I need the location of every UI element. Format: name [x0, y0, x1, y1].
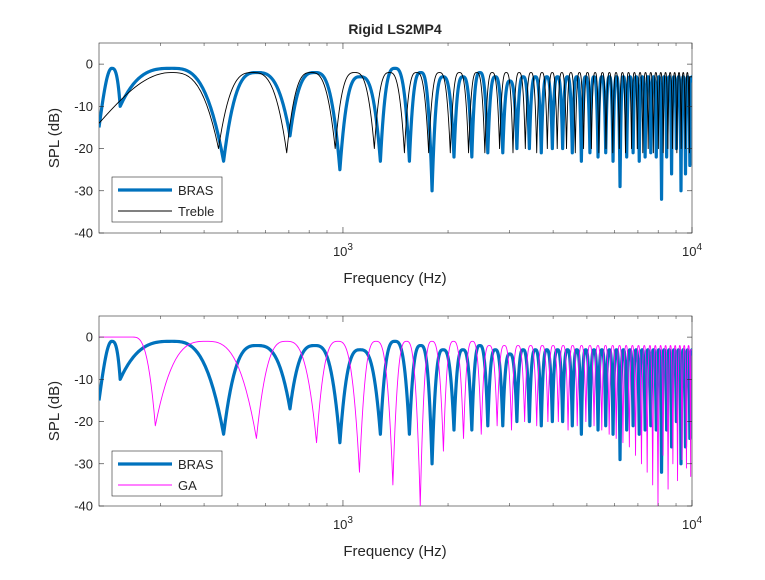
x-tick-label: 103 [333, 515, 353, 532]
x-tick-label: 104 [682, 242, 702, 259]
bottom-plot-ticks: 0 -10 -20 -30 -40 103 104 [74, 316, 702, 532]
chart-title: Rigid LS2MP4 [348, 21, 442, 37]
y-tick-label: -10 [74, 372, 93, 387]
y-tick-label: -30 [74, 183, 93, 198]
x-tick-label: 103 [333, 242, 353, 259]
y-tick-label: -20 [74, 141, 93, 156]
series-line-ga [99, 336, 692, 506]
top-plot-ticks: 0 -10 -20 -30 -40 103 104 [74, 43, 702, 259]
x-tick-label: 104 [682, 515, 702, 532]
top-x-axis-label: Frequency (Hz) [343, 270, 446, 287]
top-legend-label-bras: BRAS [178, 183, 214, 198]
top-legend-box [111, 176, 223, 223]
y-tick-label: 0 [86, 57, 93, 72]
top-plot-series [99, 66, 692, 201]
series-line-bras [99, 339, 692, 474]
bottom-legend-box [111, 450, 223, 497]
bottom-plot: 0 -10 -20 -30 -40 103 104 Frequency (Hz) SPL (… [46, 315, 702, 560]
bottom-legend: BRAS GA [111, 450, 223, 497]
y-tick-label: -10 [74, 99, 93, 114]
y-tick-label: -30 [74, 456, 93, 471]
y-tick-label: -40 [74, 499, 93, 514]
bottom-plot-series [99, 336, 692, 506]
bottom-legend-label-bras: BRAS [178, 457, 214, 472]
y-tick-label: -40 [74, 226, 93, 241]
top-legend-label-treble: Treble [178, 204, 214, 219]
bottom-legend-label-ga: GA [178, 478, 197, 493]
top-plot: Rigid LS2MP4 0 -10 -20 -30 -40 103 104 Frequen… [46, 21, 702, 287]
y-tick-label: 0 [86, 330, 93, 345]
series-line-treble [99, 72, 692, 154]
bottom-x-axis-label: Frequency (Hz) [343, 543, 446, 560]
top-legend: BRAS Treble [111, 176, 223, 223]
top-y-axis-label: SPL (dB) [46, 108, 63, 168]
y-tick-label: -20 [74, 414, 93, 429]
bottom-y-axis-label: SPL (dB) [46, 381, 63, 441]
